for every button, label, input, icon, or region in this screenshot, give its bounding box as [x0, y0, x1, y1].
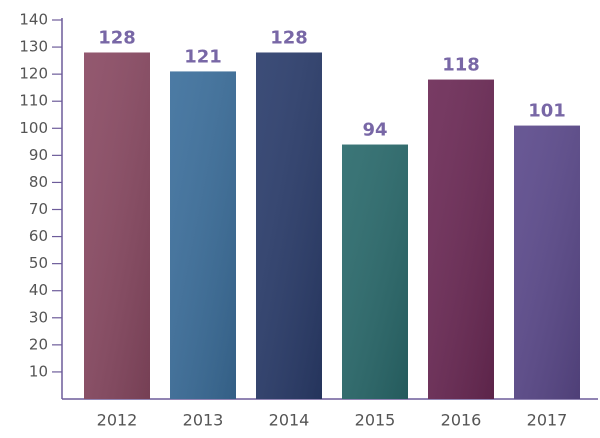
y-tick-label: 20	[29, 335, 48, 353]
y-tick-label: 120	[19, 65, 48, 83]
y-tick-label: 140	[19, 11, 48, 29]
value-label: 94	[362, 120, 387, 141]
bar-shade	[256, 52, 322, 399]
value-label: 121	[184, 46, 222, 67]
x-tick-label: 2012	[97, 411, 138, 430]
bar-shade	[84, 52, 150, 399]
value-label: 101	[528, 101, 566, 122]
value-label: 128	[270, 27, 308, 48]
bar-shade	[428, 79, 494, 400]
y-tick-label: 90	[29, 146, 48, 164]
y-tick-label: 30	[29, 308, 48, 326]
y-tick-label: 10	[29, 362, 48, 380]
x-tick-label: 2014	[269, 411, 310, 430]
y-tick-label: 70	[29, 200, 48, 218]
bar-shade	[514, 125, 580, 399]
y-tick-label: 110	[19, 92, 48, 110]
value-label: 128	[98, 27, 136, 48]
y-tick-label: 50	[29, 254, 48, 272]
y-tick-label: 40	[29, 281, 48, 299]
x-tick-label: 2015	[355, 411, 396, 430]
x-tick-label: 2013	[183, 411, 224, 430]
bar-shade	[170, 71, 236, 399]
y-tick-label: 80	[29, 173, 48, 191]
y-tick-label: 100	[19, 119, 48, 137]
value-label: 118	[442, 55, 480, 76]
y-tick-label: 130	[19, 38, 48, 56]
y-tick-label: 60	[29, 227, 48, 245]
bar-shade	[342, 144, 408, 399]
x-tick-label: 2017	[527, 411, 568, 430]
x-tick-label: 2016	[441, 411, 482, 430]
